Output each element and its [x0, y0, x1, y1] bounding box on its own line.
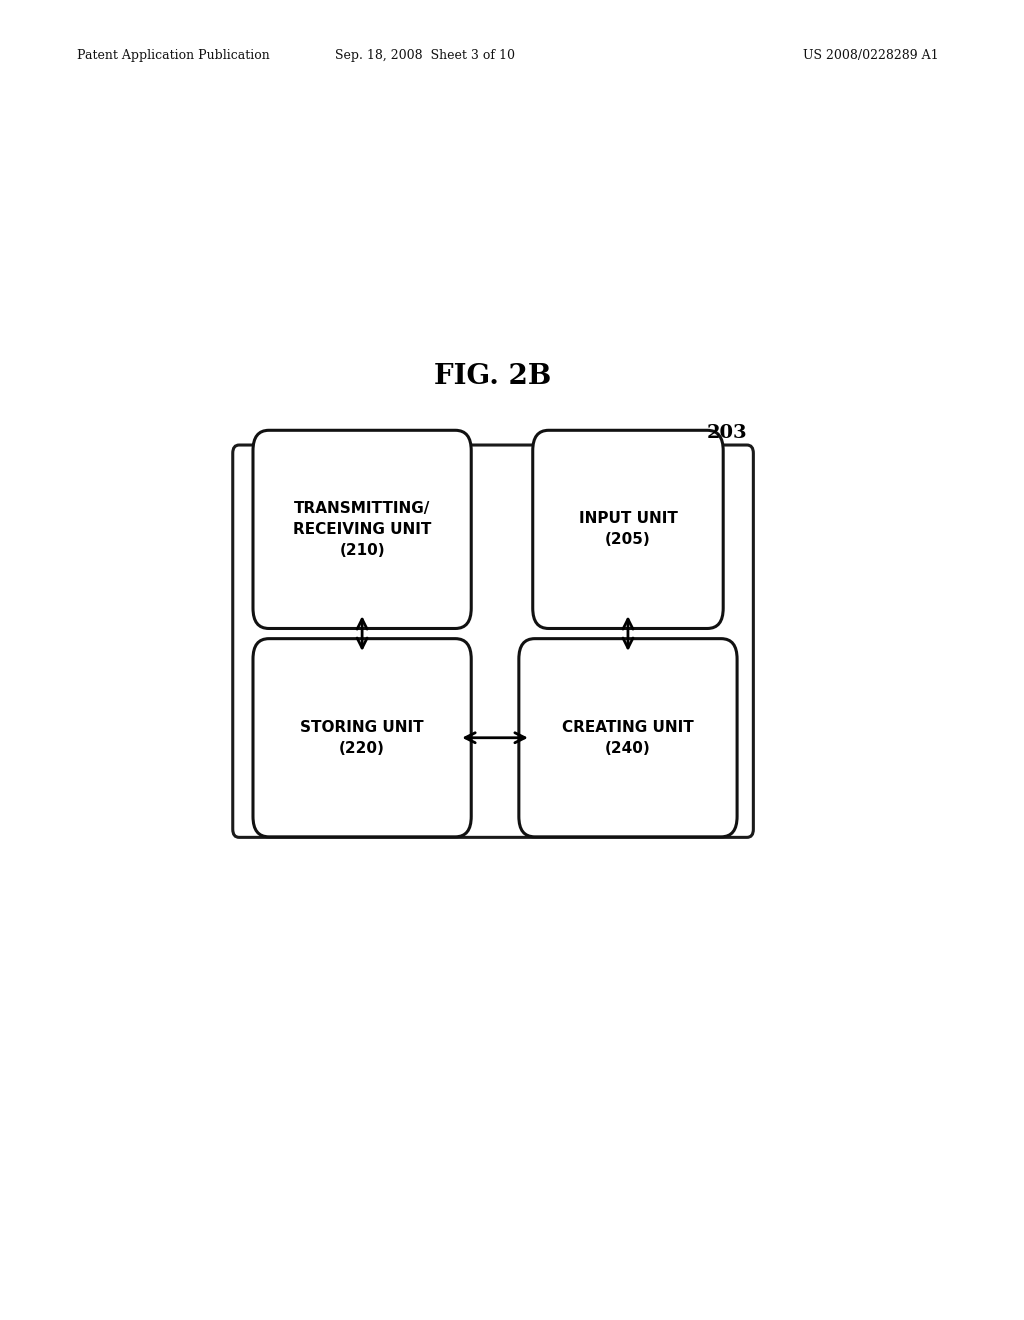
Text: STORING UNIT
(220): STORING UNIT (220) — [300, 719, 424, 756]
Text: US 2008/0228289 A1: US 2008/0228289 A1 — [803, 49, 938, 62]
FancyBboxPatch shape — [253, 639, 471, 837]
FancyBboxPatch shape — [253, 430, 471, 628]
FancyBboxPatch shape — [232, 445, 754, 837]
Text: 203: 203 — [707, 424, 748, 442]
Text: INPUT UNIT
(205): INPUT UNIT (205) — [579, 511, 678, 548]
Text: FIG. 2B: FIG. 2B — [434, 363, 552, 391]
Text: Sep. 18, 2008  Sheet 3 of 10: Sep. 18, 2008 Sheet 3 of 10 — [335, 49, 515, 62]
FancyBboxPatch shape — [519, 639, 737, 837]
Text: CREATING UNIT
(240): CREATING UNIT (240) — [562, 719, 694, 756]
FancyBboxPatch shape — [532, 430, 723, 628]
Text: Patent Application Publication: Patent Application Publication — [77, 49, 269, 62]
Text: TRANSMITTING/
RECEIVING UNIT
(210): TRANSMITTING/ RECEIVING UNIT (210) — [293, 500, 431, 558]
